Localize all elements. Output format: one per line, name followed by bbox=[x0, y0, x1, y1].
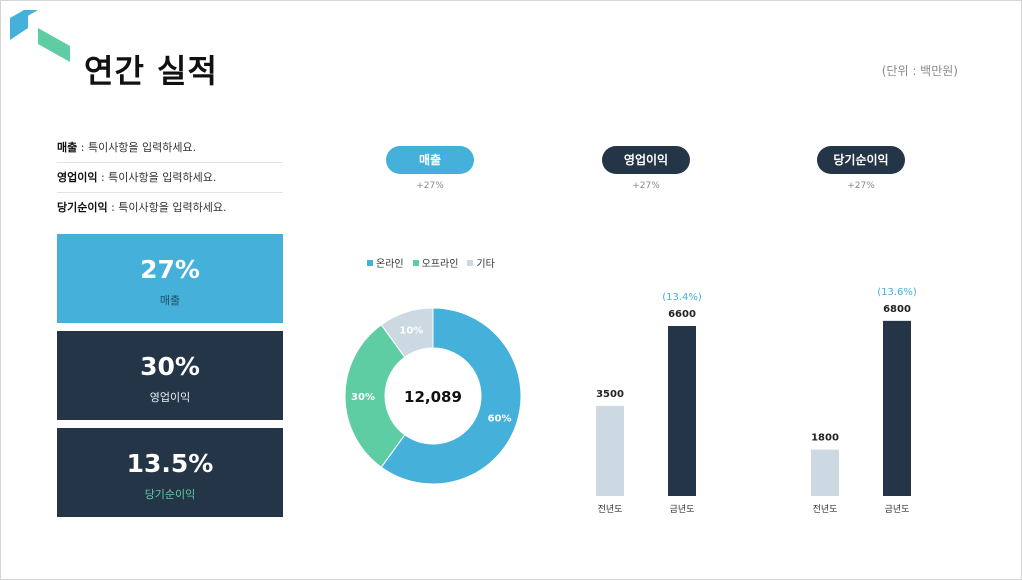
bar-category-label: 전년도 bbox=[598, 504, 623, 515]
tab-net-income[interactable]: 당기순이익 bbox=[817, 146, 905, 174]
bar-value-label: 1800 bbox=[811, 433, 839, 444]
kpi-card-operating-profit: 30% 영업이익 bbox=[57, 331, 283, 420]
bar-growth-label: (13.6%) bbox=[877, 287, 917, 298]
logo-green-block bbox=[38, 28, 70, 62]
bar-category-label: 전년도 bbox=[813, 504, 838, 515]
note-text[interactable]: : 특이사항을 입력하세요. bbox=[77, 141, 197, 154]
bar-category-label: 금년도 bbox=[885, 504, 910, 515]
legend-swatch bbox=[467, 259, 474, 266]
legend-item: 온라인 bbox=[367, 255, 404, 270]
bar bbox=[668, 326, 696, 496]
bar-category-label: 금년도 bbox=[670, 504, 695, 515]
donut-slice bbox=[380, 307, 522, 485]
bar bbox=[596, 405, 624, 496]
kpi-label: 매출 bbox=[159, 294, 181, 307]
page-title: 연간 실적 bbox=[84, 52, 218, 90]
kpi-value: 13.5% bbox=[126, 449, 214, 478]
donut-slice-label: 30% bbox=[351, 392, 375, 403]
tab-net-income-growth: +27% bbox=[847, 181, 875, 191]
kpi-value: 27% bbox=[140, 255, 200, 284]
donut-legend: 온라인 오프라인 기타 bbox=[367, 255, 495, 270]
note-operating-profit: 영업이익 : 특이사항을 입력하세요. bbox=[57, 163, 283, 193]
kpi-value: 30% bbox=[140, 352, 200, 381]
logo-blue-shape bbox=[10, 10, 38, 28]
donut-slice-label: 60% bbox=[488, 414, 512, 425]
kpi-card-sales: 27% 매출 bbox=[57, 234, 283, 323]
note-sales: 매출 : 특이사항을 입력하세요. bbox=[57, 133, 283, 163]
legend-item: 기타 bbox=[467, 255, 495, 270]
tab-operating-profit[interactable]: 영업이익 bbox=[602, 146, 690, 174]
donut-slice-label: 10% bbox=[399, 325, 423, 336]
donut-slice bbox=[344, 324, 406, 468]
kpi-label: 당기순이익 bbox=[144, 488, 196, 501]
tab-sales[interactable]: 매출 bbox=[386, 146, 474, 174]
bar-value-label: 6600 bbox=[668, 309, 696, 320]
legend-label: 기타 bbox=[476, 259, 495, 270]
note-text[interactable]: : 특이사항을 입력하세요. bbox=[107, 201, 227, 214]
legend-swatch bbox=[367, 259, 373, 266]
bar-growth-label: (13.4%) bbox=[662, 292, 702, 303]
tab-sales-growth: +27% bbox=[416, 181, 444, 191]
logo-blue-block bbox=[10, 10, 28, 40]
unit-label: (단위 : 백만원) bbox=[881, 64, 958, 78]
bar bbox=[811, 449, 839, 496]
note-label: 영업이익 bbox=[57, 171, 98, 184]
donut-center-value: 12,089 bbox=[404, 388, 462, 406]
brand-logo bbox=[10, 10, 70, 62]
note-net-income: 당기순이익 : 특이사항을 입력하세요. bbox=[57, 193, 283, 222]
kpi-card-net-income: 13.5% 당기순이익 bbox=[57, 428, 283, 517]
bar-value-label: 6800 bbox=[883, 304, 911, 315]
legend-label: 오프라인 bbox=[421, 259, 459, 270]
bar bbox=[883, 320, 911, 496]
note-label: 매출 bbox=[57, 141, 78, 154]
bar-value-label: 3500 bbox=[596, 389, 624, 400]
kpi-label: 영업이익 bbox=[149, 391, 191, 404]
tab-operating-profit-growth: +27% bbox=[632, 181, 660, 191]
notes-list: 매출 : 특이사항을 입력하세요. 영업이익 : 특이사항을 입력하세요. 당기… bbox=[57, 133, 283, 222]
legend-label: 온라인 bbox=[376, 259, 404, 270]
legend-item: 오프라인 bbox=[412, 255, 459, 270]
legend-swatch bbox=[412, 259, 419, 266]
note-text[interactable]: : 특이사항을 입력하세요. bbox=[97, 171, 217, 184]
note-label: 당기순이익 bbox=[57, 201, 108, 214]
donut-slice bbox=[380, 307, 434, 358]
